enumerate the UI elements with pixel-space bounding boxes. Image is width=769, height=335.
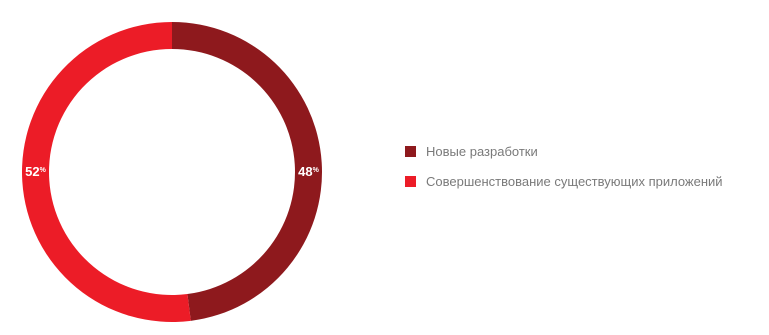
legend: Новые разработки Совершенствование сущес… [405,142,723,202]
legend-swatch-improving-existing-apps [405,175,416,187]
legend-label-new-development: Новые разработки [426,143,538,159]
legend-item-new-development: Новые разработки [405,142,723,160]
legend-swatch-new-development [405,145,416,157]
slice-unit-improving-existing-apps: % [40,167,47,174]
slice-new-development [172,22,323,321]
legend-item-improving-existing-apps: Совершенствование существующих приложени… [405,172,723,190]
slice-value-improving-existing-apps: 52 [25,164,39,179]
legend-label-improving-existing-apps: Совершенствование существующих приложени… [426,173,723,189]
slice-label-improving-existing-apps: 52% [25,164,46,179]
slice-label-new-development: 48% [298,164,319,179]
slice-unit-new-development: % [313,167,320,174]
slice-improving-existing-apps [22,22,191,322]
donut-svg: 48%52% [22,22,323,322]
slice-value-new-development: 48 [298,164,312,179]
